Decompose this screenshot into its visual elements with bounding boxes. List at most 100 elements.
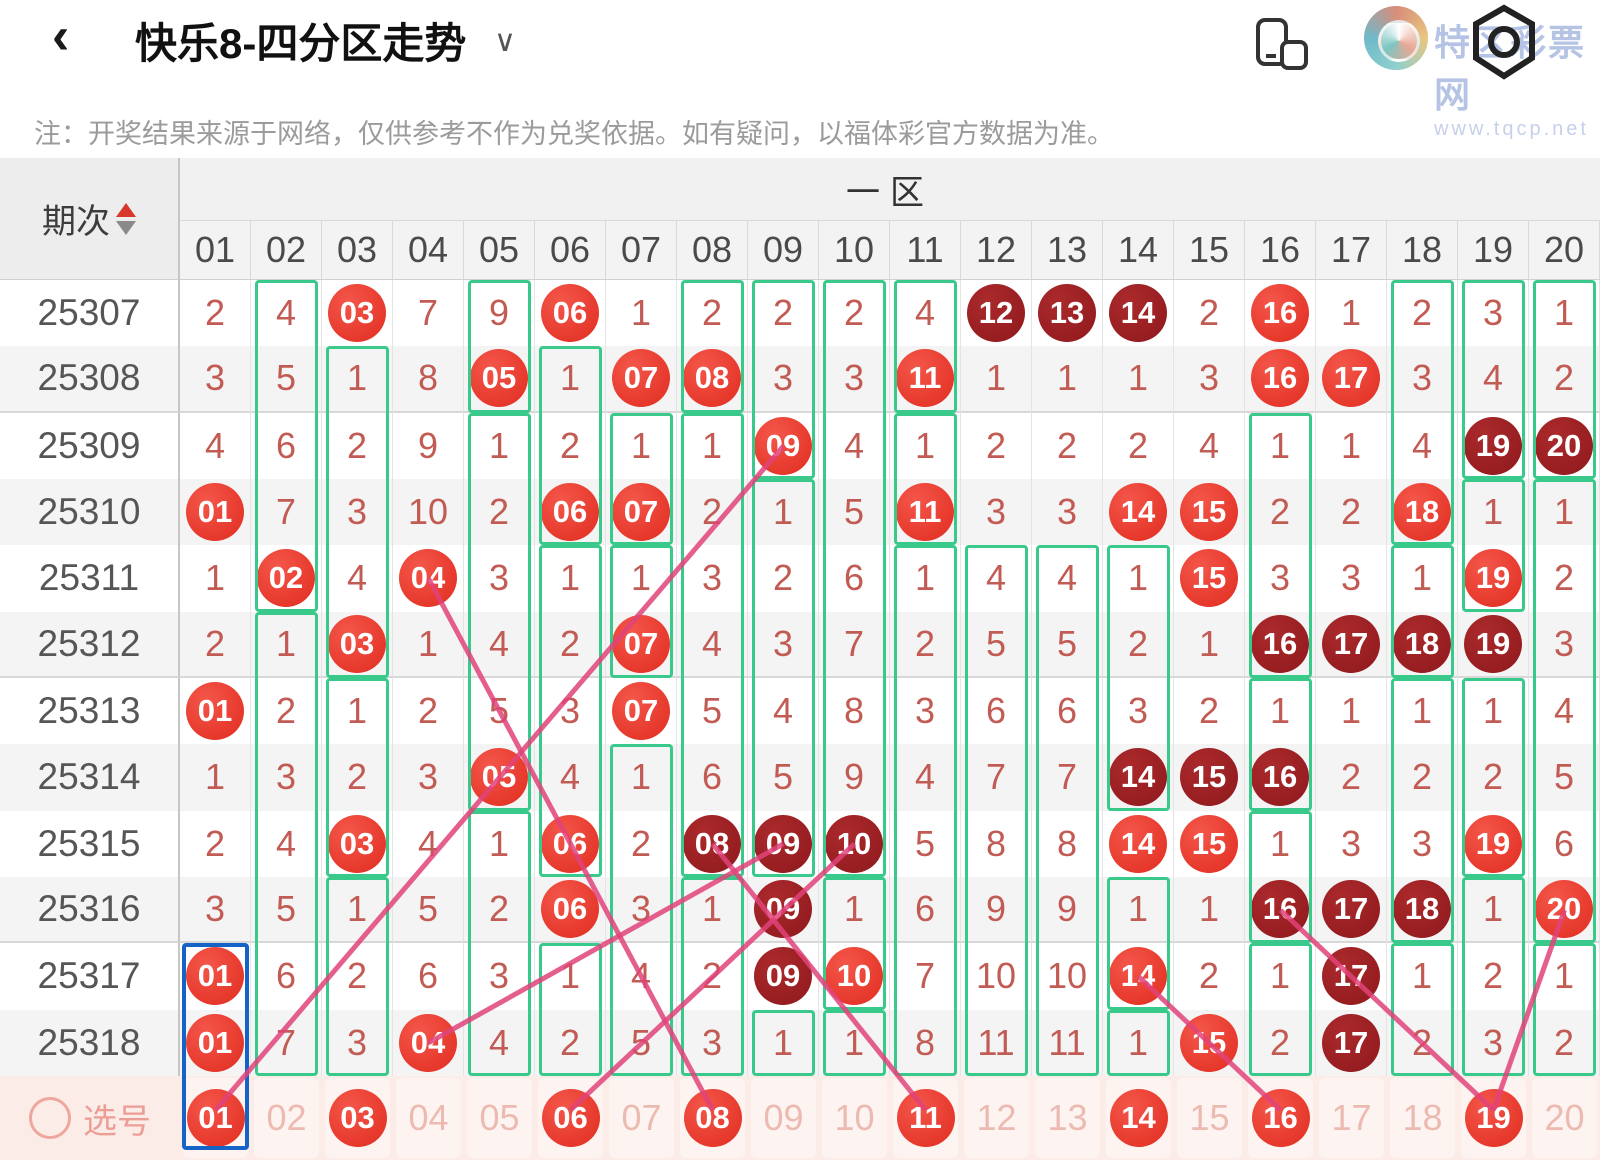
miss-count: 1 [346,357,368,399]
circle-icon[interactable] [29,1097,71,1139]
pick-cell-06[interactable]: 06 [535,1076,606,1160]
miss-count: 4 [204,424,226,466]
miss-count: 1 [630,292,652,334]
pick-cell-18[interactable]: 18 [1387,1076,1458,1160]
miss-count: 2 [701,955,723,997]
trend-cell: 3 [606,876,677,944]
miss-count: 5 [914,822,936,864]
pick-cell-05[interactable]: 05 [464,1076,535,1160]
miss-count: 5 [275,888,297,930]
pick-cell-11[interactable]: 11 [890,1076,961,1160]
table-body: 25307 2 4 03 7 9 06 1 2 2 2 4 12 13 14 2 16 1 2 3 1 25308 3 5 1 8… [0,280,1600,1076]
trend-cell: 15 [1174,744,1245,811]
dark-ball-08: 08 [683,814,741,873]
miss-count: 2 [701,491,723,533]
period-cell: 25311 [0,545,180,612]
gear-icon[interactable] [1462,0,1546,89]
pick-cell-16[interactable]: 16 [1245,1076,1316,1160]
trend-cell: 7 [890,943,961,1010]
trend-cell: 2 [1387,744,1458,811]
trend-cell: 2 [464,876,535,944]
trend-cell: 4 [322,545,393,612]
miss-count: 3 [1269,557,1291,599]
column-header-08: 08 [677,220,748,279]
trend-cell: 2 [1032,412,1103,479]
trend-cell: 17 [1316,943,1387,1010]
multi-window-icon[interactable] [1252,16,1314,81]
miss-count: 2 [346,424,368,466]
back-icon[interactable]: ‹ [52,7,70,65]
pick-cell-02[interactable]: 02 [251,1076,322,1160]
trend-cell: 9 [961,876,1032,944]
trend-cell: 18 [1387,611,1458,678]
trend-cell: 8 [819,677,890,745]
table-row-25315: 25315 2 4 03 4 1 06 2 08 09 10 5 8 8 14 15 1 3 3 19 6 [0,810,1600,877]
pick-cell-15[interactable]: 15 [1174,1076,1245,1160]
miss-count: 1 [701,888,723,930]
trend-cell: 7 [251,478,322,546]
trend-cell: 1 [1245,412,1316,479]
miss-count: 3 [1482,292,1504,334]
period-sort-header[interactable]: 期次 [0,158,180,280]
red-ball-10: 10 [825,947,883,1006]
miss-count: 6 [275,955,297,997]
pick-cell-14[interactable]: 14 [1103,1076,1174,1160]
trend-cell: 04 [393,545,464,612]
trend-cell: 14 [1103,810,1174,877]
miss-count: 1 [1553,491,1575,533]
red-ball-14: 14 [1109,814,1167,873]
trend-cell: 2 [1529,1009,1600,1076]
trend-cell: 5 [890,810,961,877]
trend-cell: 09 [748,943,819,1010]
period-cell: 25312 [0,611,180,678]
trend-cell: 2 [180,280,251,347]
miss-count: 1 [1411,690,1433,732]
trend-cell: 16 [1245,611,1316,678]
column-header-03: 03 [322,220,393,279]
red-ball-15: 15 [1180,1013,1238,1072]
pick-cell-12[interactable]: 12 [961,1076,1032,1160]
pick-cell-04[interactable]: 04 [393,1076,464,1160]
trend-cell: 1 [1387,677,1458,745]
dark-ball-17: 17 [1322,880,1380,939]
miss-count: 4 [772,690,794,732]
miss-count: 6 [985,690,1007,732]
red-ball-01: 01 [186,947,244,1006]
column-header-17: 17 [1316,220,1387,279]
red-ball-06: 06 [541,483,599,542]
trend-cell: 19 [1458,810,1529,877]
red-ball-16: 16 [1251,1089,1310,1147]
sort-icon[interactable] [116,202,136,235]
pick-number: 10 [834,1097,875,1138]
pick-cell-01[interactable]: 01 [180,1076,251,1160]
trend-cell: 1 [748,478,819,546]
miss-count: 9 [843,756,865,798]
trend-cell: 2 [1103,611,1174,678]
trend-cell: 2 [180,611,251,678]
pick-cell-09[interactable]: 09 [748,1076,819,1160]
trend-cell: 05 [464,744,535,811]
chevron-down-icon[interactable]: ∨ [494,25,516,58]
miss-count: 2 [204,292,226,334]
miss-count: 3 [630,888,652,930]
pick-cell-13[interactable]: 13 [1032,1076,1103,1160]
pick-number-row: 选号 01 02 03 04 05 06 07 08 09 10 11 12 13 14 15 16 17 18 1… [0,1076,1600,1160]
table-row-25310: 25310 01 7 3 10 2 06 07 2 1 5 11 3 3 14 15 2 2 18 1 1 [0,478,1600,546]
miss-count: 7 [985,756,1007,798]
trend-cell: 1 [393,611,464,678]
miss-count: 4 [1482,357,1504,399]
pick-cell-17[interactable]: 17 [1316,1076,1387,1160]
pick-cell-20[interactable]: 20 [1529,1076,1600,1160]
trend-cell: 10 [961,943,1032,1010]
miss-count: 5 [1056,622,1078,664]
miss-count: 10 [1046,955,1088,997]
pick-cell-10[interactable]: 10 [819,1076,890,1160]
trend-cell: 3 [1458,1009,1529,1076]
pick-cell-08[interactable]: 08 [677,1076,748,1160]
trend-cell: 8 [961,810,1032,877]
pick-cell-19[interactable]: 19 [1458,1076,1529,1160]
pick-cell-03[interactable]: 03 [322,1076,393,1160]
dark-ball-19: 19 [1464,614,1522,673]
miss-count: 5 [630,1021,652,1063]
pick-cell-07[interactable]: 07 [606,1076,677,1160]
